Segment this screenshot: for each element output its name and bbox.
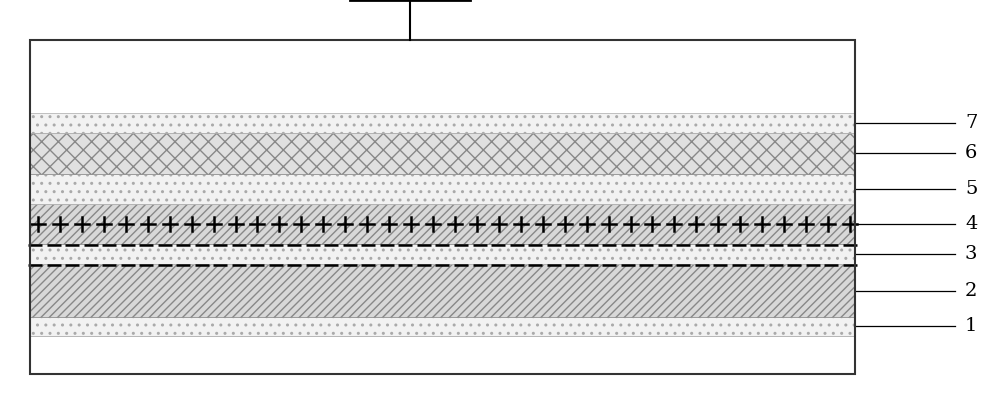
Bar	[30, 113, 855, 133]
Bar	[30, 244, 855, 264]
Bar	[30, 317, 855, 336]
Text: 1: 1	[965, 317, 977, 335]
Bar	[30, 336, 855, 374]
Text: 5: 5	[965, 179, 977, 197]
Bar	[30, 204, 855, 244]
Text: 3: 3	[965, 245, 978, 263]
Text: 7: 7	[965, 114, 977, 133]
Text: 4: 4	[965, 215, 977, 233]
Text: 2: 2	[965, 281, 977, 300]
Text: 6: 6	[965, 144, 977, 162]
Bar	[30, 174, 855, 204]
Bar	[30, 264, 855, 317]
Bar	[30, 40, 855, 374]
Bar	[30, 133, 855, 174]
